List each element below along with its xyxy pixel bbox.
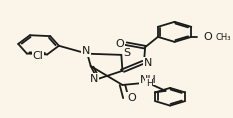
Text: S: S xyxy=(123,48,130,58)
Text: CH₃: CH₃ xyxy=(215,33,231,42)
Text: O: O xyxy=(127,93,136,103)
Text: N: N xyxy=(90,74,98,84)
Text: Cl: Cl xyxy=(33,51,44,61)
Text: H: H xyxy=(146,79,153,88)
Text: N: N xyxy=(144,58,152,67)
Text: N: N xyxy=(82,46,90,56)
Text: O: O xyxy=(116,39,125,49)
Text: NH: NH xyxy=(140,75,157,85)
Text: O: O xyxy=(203,32,212,42)
